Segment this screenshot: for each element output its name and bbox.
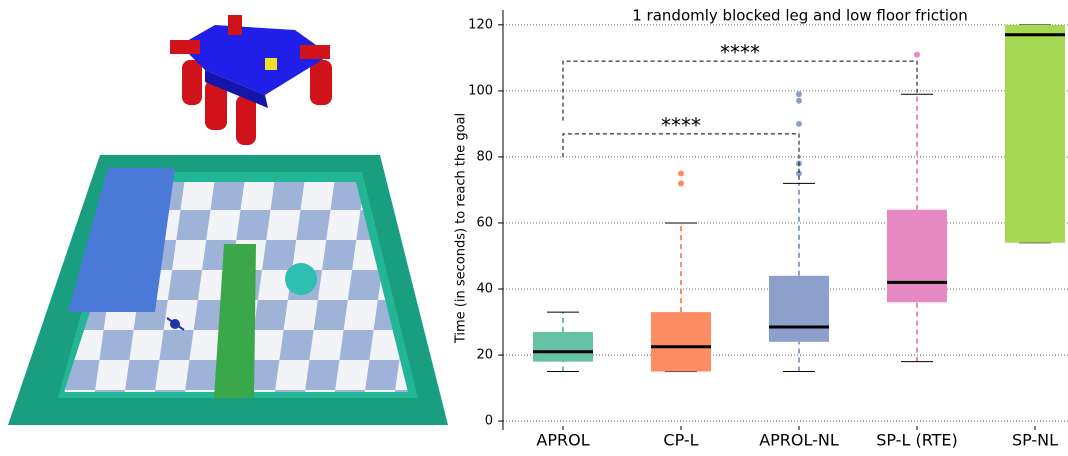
small-robot xyxy=(166,317,185,331)
x-tick-label: APROL xyxy=(536,431,589,450)
significance-label: **** xyxy=(720,41,760,65)
y-tick-label: 20 xyxy=(476,348,493,363)
box xyxy=(651,312,711,372)
y-tick-label: 60 xyxy=(476,215,493,230)
y-tick-label: 0 xyxy=(485,414,493,429)
plot: 0 20 40 60 80 100 120 APROL CP-L APROL-NL SP-L (RT… xyxy=(468,10,1068,450)
x-tick-label: CP-L xyxy=(663,431,698,450)
scene-render xyxy=(8,15,448,425)
outlier xyxy=(796,170,802,177)
significance-bracket xyxy=(562,60,918,121)
y-tick-label: 100 xyxy=(468,83,493,98)
x-tick-label: SP-NL xyxy=(1012,431,1058,450)
outlier xyxy=(678,180,684,187)
blue-block xyxy=(68,168,175,312)
outlier xyxy=(796,97,802,104)
y-tick-label: 120 xyxy=(468,17,493,32)
x-tick-label: SP-L (RTE) xyxy=(876,431,958,450)
outlier xyxy=(796,120,802,127)
box xyxy=(533,331,593,362)
outlier xyxy=(914,51,920,58)
box xyxy=(887,209,947,303)
x-tick-label: APROL-NL xyxy=(759,431,839,450)
y-tick-label: 80 xyxy=(476,149,493,164)
box xyxy=(769,275,829,342)
y-axis-label: Time (in seconds) to reach the goal xyxy=(454,113,469,344)
y-tick-label: 40 xyxy=(476,282,493,297)
outlier xyxy=(678,170,684,177)
goal-ball xyxy=(285,263,317,295)
significance-bracket xyxy=(562,133,800,184)
outlier xyxy=(796,91,802,98)
robot xyxy=(170,15,332,145)
chart-title: 1 randomly blocked leg and low floor fri… xyxy=(632,7,967,25)
significance-label: **** xyxy=(661,113,701,137)
box xyxy=(1005,24,1065,243)
green-wall xyxy=(214,244,256,398)
